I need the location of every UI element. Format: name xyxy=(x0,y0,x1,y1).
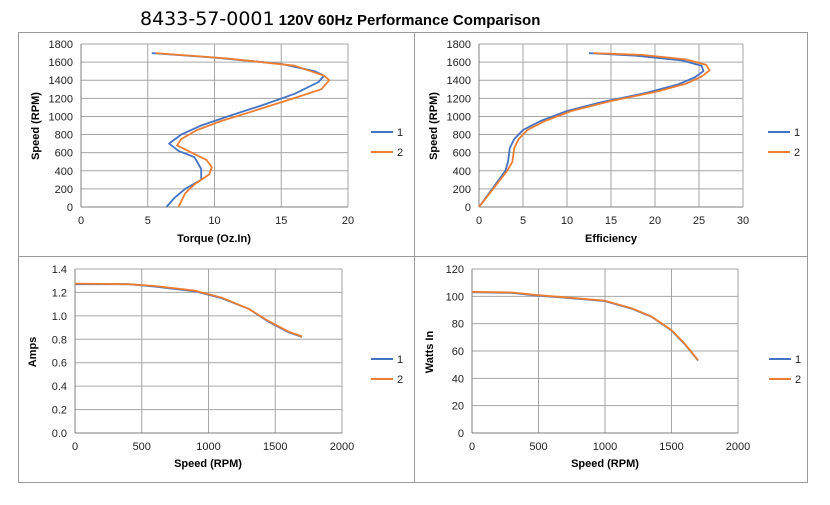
x-tick-label: 2000 xyxy=(726,441,750,453)
x-tick-label: 1000 xyxy=(593,441,617,453)
legend-label-2: 2 xyxy=(397,147,403,159)
x-tick-label: 2000 xyxy=(330,441,354,453)
y-tick-label: 120 xyxy=(446,264,464,276)
y-tick-label: 0.4 xyxy=(52,381,67,393)
chart-grid-frame xyxy=(18,32,808,483)
y-tick-label: 20 xyxy=(452,401,464,413)
legend-label-1: 1 xyxy=(397,127,403,139)
series-1-line xyxy=(478,52,705,208)
x-axis-label: Torque (Oz.In) xyxy=(177,233,251,245)
y-tick-label: 100 xyxy=(446,291,464,303)
x-tick-label: 15 xyxy=(605,215,617,227)
x-axis-label: Efficiency xyxy=(585,233,638,245)
watts-speed-chart: 0 20 40 60 80 100 120 0 500 1000 1500 2000 Speed (RP… xyxy=(424,264,801,470)
y-tick-label: 400 xyxy=(55,166,73,178)
legend-label-1: 1 xyxy=(795,354,801,366)
x-tick-label: 0 xyxy=(78,215,84,227)
y-tick-label: 0.2 xyxy=(52,405,67,417)
y-tick-label: 1600 xyxy=(447,57,471,69)
x-tick-label: 1000 xyxy=(196,441,220,453)
x-tick-label: 500 xyxy=(529,441,547,453)
y-tick-label: 1000 xyxy=(49,111,73,123)
x-tick-label: 20 xyxy=(649,215,661,227)
x-tick-label: 1500 xyxy=(659,441,683,453)
chart-title: 120V 60Hz Performance Comparison xyxy=(278,12,541,29)
legend-label-1: 1 xyxy=(794,127,800,139)
torque-speed-chart: 0 200 400 600 800 1000 1200 1400 1600 1800 0 5 10 15 2… xyxy=(30,39,403,245)
y-tick-label: 0 xyxy=(458,428,464,440)
legend-label-2: 2 xyxy=(397,374,403,386)
y-tick-label: 0.8 xyxy=(52,334,67,346)
x-tick-label: 1500 xyxy=(263,441,287,453)
y-axis-label: Amps xyxy=(27,337,39,368)
legend-label-2: 2 xyxy=(795,374,801,386)
series-2-line xyxy=(471,290,699,361)
series-2-line xyxy=(478,52,711,208)
y-tick-label: 60 xyxy=(452,346,464,358)
efficiency-speed-chart: 0 200 400 600 800 1000 1200 1400 1600 1800 0 5 10 15 2… xyxy=(428,39,800,245)
y-tick-label: 1400 xyxy=(49,75,73,87)
y-tick-label: 0.0 xyxy=(52,428,67,440)
y-tick-label: 600 xyxy=(453,148,471,160)
y-tick-label: 0.6 xyxy=(52,358,67,370)
y-tick-label: 40 xyxy=(452,373,464,385)
x-tick-label: 30 xyxy=(737,215,749,227)
x-axis-label: Speed (RPM) xyxy=(571,458,639,470)
y-axis-label: Speed (RPM) xyxy=(428,92,440,160)
x-tick-label: 0 xyxy=(469,441,475,453)
x-tick-label: 0 xyxy=(72,441,78,453)
y-tick-label: 600 xyxy=(55,148,73,160)
series-1-line xyxy=(471,291,699,362)
legend-label-2: 2 xyxy=(794,147,800,159)
panel-divider-vertical xyxy=(414,32,415,483)
y-tick-label: 200 xyxy=(453,184,471,196)
x-tick-label: 10 xyxy=(561,215,573,227)
y-tick-label: 800 xyxy=(55,130,73,142)
y-tick-label: 0 xyxy=(465,202,471,214)
y-tick-label: 1000 xyxy=(447,111,471,123)
y-tick-label: 400 xyxy=(453,166,471,178)
y-tick-label: 80 xyxy=(452,319,464,331)
y-tick-label: 1.4 xyxy=(52,264,67,276)
y-tick-label: 1.0 xyxy=(52,311,67,323)
x-tick-label: 5 xyxy=(145,215,151,227)
y-tick-label: 1200 xyxy=(447,93,471,105)
y-tick-label: 200 xyxy=(55,184,73,196)
x-tick-label: 10 xyxy=(208,215,220,227)
y-tick-label: 1200 xyxy=(49,93,73,105)
series-1-line xyxy=(151,52,325,208)
chart-header: 8433-57-0001 120V 60Hz Performance Compar… xyxy=(140,8,540,30)
y-tick-label: 1800 xyxy=(49,39,73,51)
y-axis-label: Watts In xyxy=(424,331,436,374)
part-number: 8433-57-0001 xyxy=(140,8,275,30)
x-axis-label: Speed (RPM) xyxy=(174,458,242,470)
series-2-line xyxy=(155,52,331,208)
x-tick-label: 15 xyxy=(275,215,287,227)
y-tick-label: 1.2 xyxy=(52,287,67,299)
x-tick-label: 25 xyxy=(693,215,705,227)
y-tick-label: 1600 xyxy=(49,57,73,69)
panel-divider-horizontal xyxy=(18,256,808,257)
x-tick-label: 0 xyxy=(476,215,482,227)
y-tick-label: 0 xyxy=(67,202,73,214)
x-tick-label: 500 xyxy=(133,441,151,453)
x-tick-label: 5 xyxy=(520,215,526,227)
legend-label-1: 1 xyxy=(397,354,403,366)
y-tick-label: 1400 xyxy=(447,75,471,87)
y-axis-label: Speed (RPM) xyxy=(30,92,42,160)
y-tick-label: 800 xyxy=(453,130,471,142)
x-tick-label: 20 xyxy=(342,215,354,227)
amps-speed-chart: 0.0 0.2 0.4 0.6 0.8 1.0 1.2 1.4 0 500 1000 1500 2000… xyxy=(27,264,403,470)
series-2-line xyxy=(74,282,303,338)
y-tick-label: 1800 xyxy=(447,39,471,51)
